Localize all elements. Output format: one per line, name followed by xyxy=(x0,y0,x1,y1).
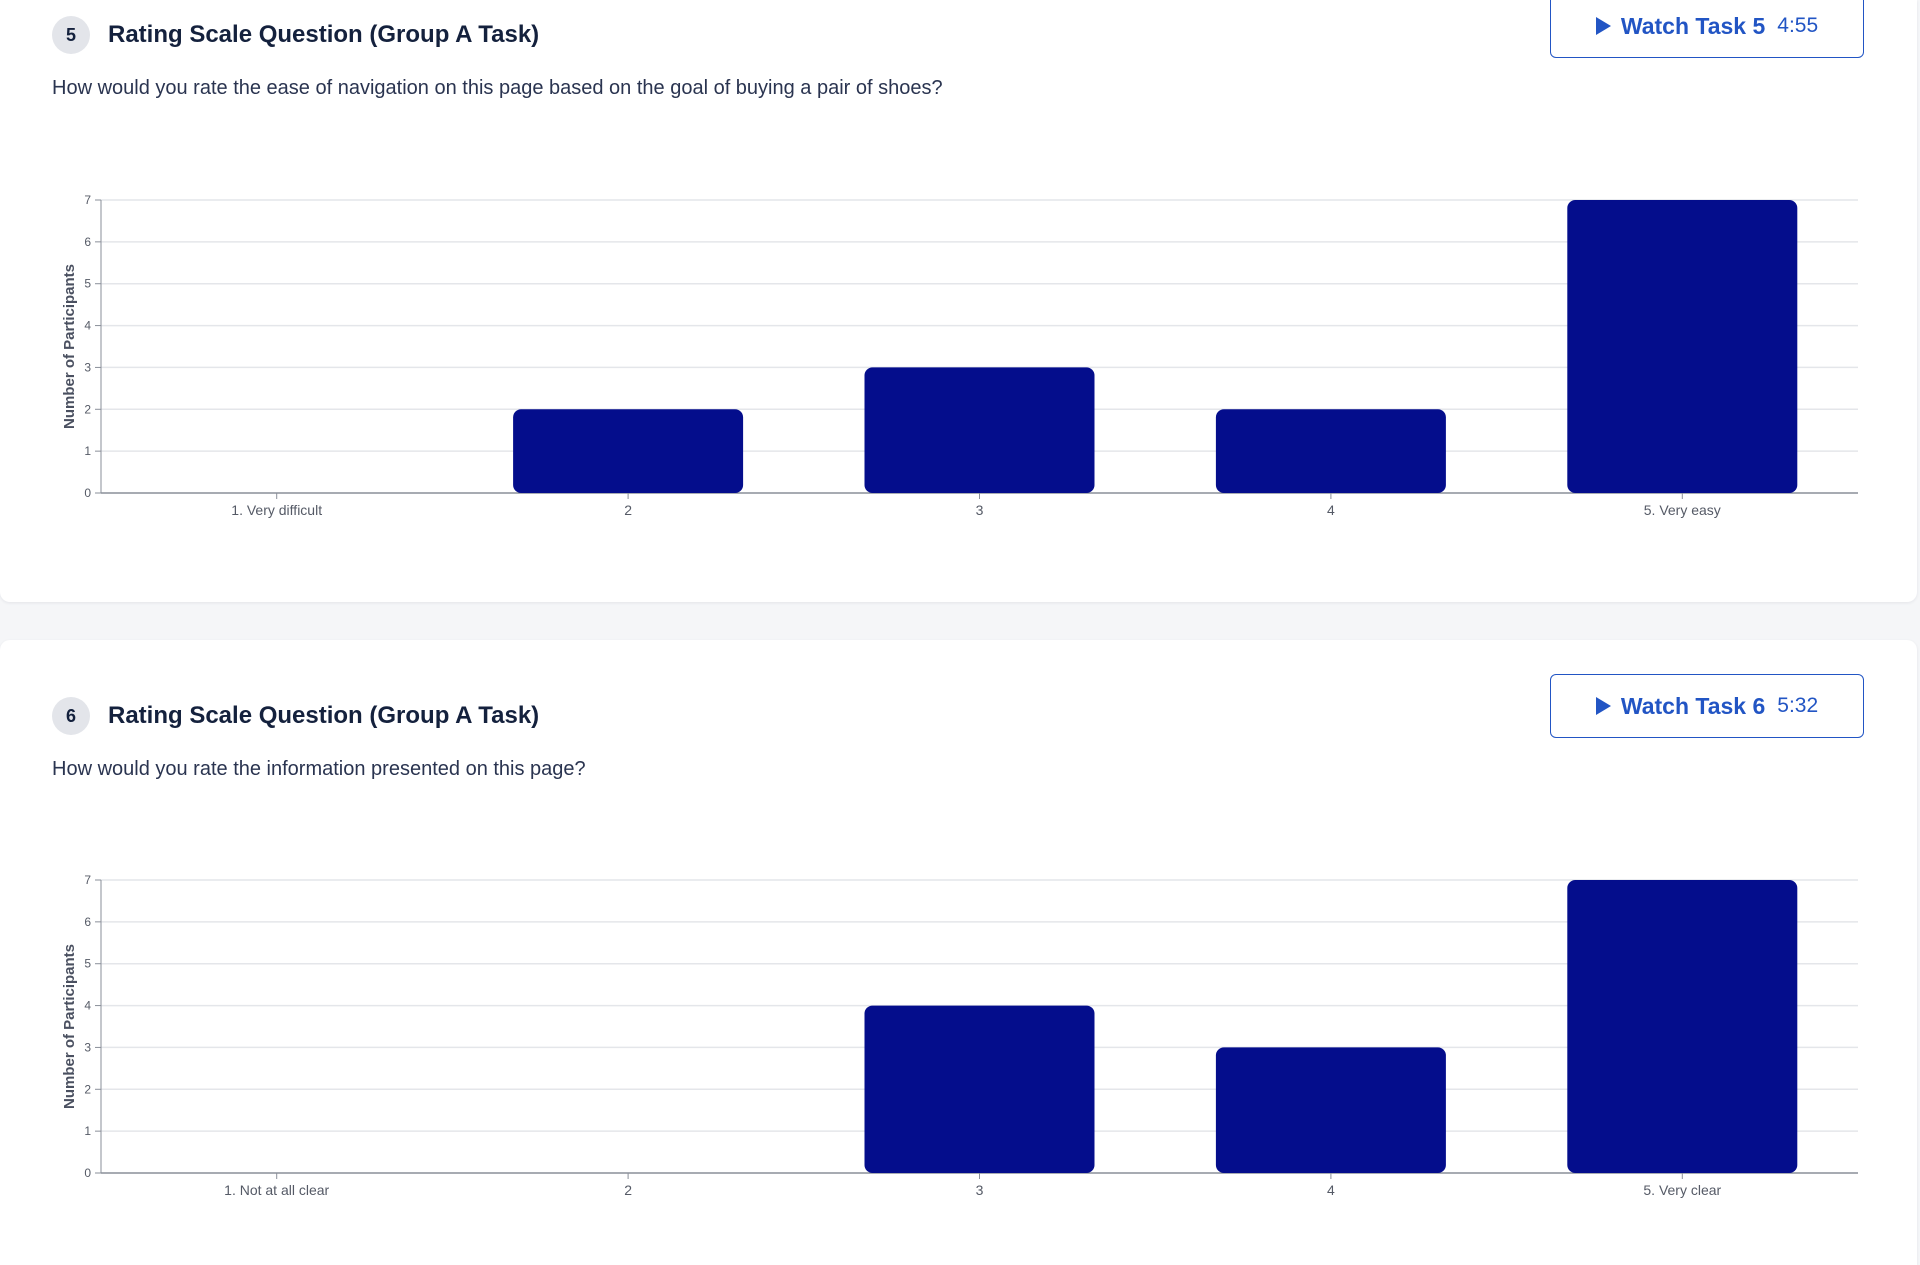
question-title: Rating Scale Question (Group A Task) xyxy=(108,702,540,729)
y-tick-label: 2 xyxy=(84,402,91,416)
watch-task-label: Watch Task 5 xyxy=(1620,12,1766,39)
bar-2 xyxy=(513,409,744,493)
question-text: How would you rate the information prese… xyxy=(52,758,586,780)
question-card-5: 5 Rating Scale Question (Group A Task) H… xyxy=(0,0,1917,602)
question-number-badge: 6 xyxy=(52,697,90,735)
y-tick-label: 5 xyxy=(84,957,91,971)
play-icon xyxy=(1595,17,1611,35)
y-tick-label: 0 xyxy=(84,1166,91,1180)
x-tick-label: 1. Very difficult xyxy=(231,502,322,518)
bar-5 xyxy=(1567,880,1798,1173)
watch-task-label: Watch Task 6 xyxy=(1620,692,1766,719)
x-tick-label: 3 xyxy=(976,1182,984,1198)
y-tick-label: 5 xyxy=(84,277,91,291)
x-tick-label: 3 xyxy=(976,502,984,518)
y-tick-label: 4 xyxy=(84,319,91,333)
question-header: 5 Rating Scale Question (Group A Task) xyxy=(52,15,539,55)
question-card-6: 6 Rating Scale Question (Group A Task) H… xyxy=(0,640,1917,1265)
y-tick-label: 7 xyxy=(84,873,91,887)
x-tick-label: 2 xyxy=(624,1182,632,1198)
y-tick-label: 1 xyxy=(84,444,91,458)
y-axis-label: Number of Participants xyxy=(61,264,78,429)
y-tick-label: 1 xyxy=(84,1124,91,1138)
watch-task-duration: 4:55 xyxy=(1777,14,1819,37)
y-axis-label: Number of Participants xyxy=(61,944,78,1109)
y-tick-label: 2 xyxy=(84,1082,91,1096)
question-header: 6 Rating Scale Question (Group A Task) xyxy=(52,696,539,736)
rating-bar-chart: 0 1 2 3 4 5 6 7 Number of Participants 1. Not at … xyxy=(61,873,1858,1198)
x-tick-label: 4 xyxy=(1327,1182,1335,1198)
question-title: Rating Scale Question (Group A Task) xyxy=(108,21,540,48)
y-tick-label: 6 xyxy=(84,915,91,929)
question-number-badge: 5 xyxy=(52,16,90,54)
play-icon xyxy=(1595,697,1611,715)
bar-5 xyxy=(1567,200,1798,493)
x-tick-label: 1. Not at all clear xyxy=(224,1182,329,1198)
watch-task-5-button[interactable]: Watch Task 5 4:55 xyxy=(1550,0,1864,58)
y-tick-label: 6 xyxy=(84,235,91,249)
bar-4 xyxy=(1215,409,1446,493)
rating-bar-chart: 0 1 2 3 4 5 6 7 Number of Participants 1. Very di… xyxy=(61,193,1858,518)
y-tick-label: 3 xyxy=(84,360,91,374)
watch-task-duration: 5:32 xyxy=(1777,694,1819,717)
y-tick-label: 7 xyxy=(84,193,91,207)
bar-3 xyxy=(864,1005,1095,1173)
y-tick-label: 4 xyxy=(84,999,91,1013)
question-text: How would you rate the ease of navigatio… xyxy=(52,77,943,99)
bar-3 xyxy=(864,367,1095,493)
x-tick-label: 4 xyxy=(1327,502,1335,518)
bar-4 xyxy=(1215,1047,1446,1173)
y-tick-label: 0 xyxy=(84,486,91,500)
x-tick-label: 5. Very clear xyxy=(1643,1182,1721,1198)
x-tick-label: 2 xyxy=(624,502,632,518)
x-tick-label: 5. Very easy xyxy=(1644,502,1721,518)
watch-task-6-button[interactable]: Watch Task 6 5:32 xyxy=(1550,674,1864,738)
y-tick-label: 3 xyxy=(84,1040,91,1054)
